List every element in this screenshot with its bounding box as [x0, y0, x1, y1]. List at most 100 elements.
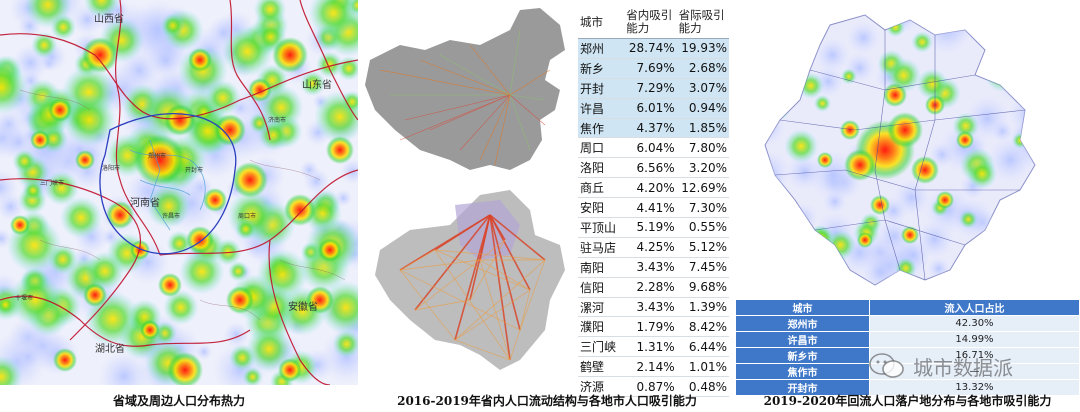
flow-line: [414, 214, 491, 311]
cell-intra: 1.79%: [624, 316, 677, 338]
t3-cell-city: 郑州市: [735, 315, 870, 332]
cell-city: 周口: [578, 137, 625, 159]
t3-cell-city: 开封市: [735, 379, 870, 396]
flow-line: [399, 214, 491, 271]
heat-blob: [167, 352, 203, 385]
cell-city: 漯河: [578, 297, 625, 318]
header-inter: 省际吸引能力: [676, 6, 729, 39]
heat-blob: [332, 329, 358, 359]
flow-line: [519, 289, 531, 331]
heat-blob: [164, 104, 196, 136]
heat-blob: [952, 112, 980, 140]
flow-line: [479, 94, 511, 161]
heat-blob: [840, 120, 860, 140]
heat-blob: [765, 62, 793, 108]
cell-inter: 1.85%: [676, 118, 729, 139]
header-city: 城市: [578, 6, 625, 39]
cell-intra: 0.87%: [624, 376, 677, 398]
cell-city: 焦作: [578, 118, 625, 139]
heat-blob: [766, 15, 804, 36]
heat-blob: [1012, 132, 1029, 149]
flow-line: [454, 339, 511, 361]
cell-city: 驻马店: [578, 237, 625, 258]
label-anhui: 安徽省: [288, 300, 318, 313]
china-flow-map: [365, 8, 565, 170]
cell-city: 洛阳: [578, 157, 625, 179]
t3-cell-city: 新乡市: [735, 347, 870, 364]
heat-blob: [147, 41, 185, 79]
heat-blob: [339, 158, 358, 185]
cell-intra: 4.37%: [624, 118, 677, 139]
table-row: 信阳 2.28% 9.68%: [578, 277, 729, 298]
table-row: 开封 7.29% 3.07%: [578, 78, 729, 99]
cell-city: 郑州: [578, 38, 625, 59]
flow-map-panel: [360, 0, 578, 385]
cell-city: 信阳: [578, 277, 625, 298]
table-row: 新乡 7.69% 2.68%: [578, 58, 729, 79]
table-row: 周口 6.04% 7.80%: [578, 137, 729, 159]
table-row: 商丘 4.20% 12.69%: [578, 177, 729, 199]
heat-blob: [844, 149, 876, 181]
heat-blob: [44, 170, 80, 206]
flow-line: [509, 94, 546, 101]
heat-blob: [82, 37, 118, 73]
cell-city: 开封: [578, 78, 625, 99]
heat-blob: [84, 251, 125, 291]
table-row: 驻马店 4.25% 5.12%: [578, 237, 729, 258]
heat-blob: [936, 191, 954, 209]
heat-blob: [770, 100, 790, 120]
heat-blob: [326, 136, 354, 164]
flow-line: [399, 269, 521, 331]
t3-header-share: 流入人口占比: [869, 299, 1080, 316]
table-row: 焦作 4.37% 1.85%: [578, 118, 729, 139]
cell-inter: 7.80%: [676, 137, 729, 159]
cell-intra: 5.19%: [624, 217, 677, 238]
heat-blob: [840, 68, 857, 85]
cell-inter: 7.30%: [676, 197, 729, 219]
heat-blob: [75, 150, 95, 170]
label-shandong: 山东省: [302, 78, 332, 91]
heat-blob: [817, 152, 833, 168]
heat-blob: [229, 344, 256, 372]
flow-line: [509, 69, 551, 96]
table-row: 三门峡 1.31% 6.44%: [578, 336, 729, 358]
table-row: 南阳 3.43% 7.45%: [578, 257, 729, 278]
heat-blob: [272, 37, 308, 73]
heat-blob: [780, 15, 806, 32]
heat-blob: [48, 98, 72, 122]
heat-blob: [857, 232, 873, 248]
heat-blob: [769, 240, 816, 285]
cell-inter: 7.45%: [676, 257, 729, 278]
cell-inter: 0.48%: [676, 376, 729, 398]
heat-blob: [146, 184, 191, 229]
heat-blob: [883, 83, 907, 107]
heat-blob: [195, 343, 213, 361]
header-intra: 省内吸引能力: [624, 6, 677, 39]
cell-intra: 1.31%: [624, 336, 677, 358]
heat-blob: [973, 236, 1005, 268]
table-row: 漯河 3.43% 1.39%: [578, 297, 729, 318]
heat-blob: [911, 31, 933, 53]
flow-line: [454, 259, 546, 341]
heat-blob: [792, 55, 812, 74]
heat-blob: [0, 60, 29, 115]
heat-blob: [30, 130, 50, 150]
flow-line: [519, 259, 546, 331]
cell-intra: 3.43%: [624, 257, 677, 278]
cell-intra: 7.29%: [624, 78, 677, 99]
heat-blob: [246, 325, 293, 372]
cell-inter: 8.42%: [676, 316, 729, 338]
table-header-row: 城市 省内吸引能力 省际吸引能力: [578, 6, 729, 39]
flow-line: [509, 29, 521, 96]
heat-blob: [232, 162, 268, 198]
flow-line: [419, 59, 511, 96]
cell-inter: 0.55%: [676, 217, 729, 238]
heat-blob: [787, 202, 818, 234]
flow-line: [509, 94, 531, 151]
cell-intra: 28.74%: [624, 38, 677, 59]
flow-line: [414, 239, 506, 311]
heat-blob: [235, 218, 257, 240]
cell-city: 三门峡: [578, 336, 625, 358]
cell-city: 济源: [578, 376, 625, 398]
heat-blob: [765, 182, 791, 209]
